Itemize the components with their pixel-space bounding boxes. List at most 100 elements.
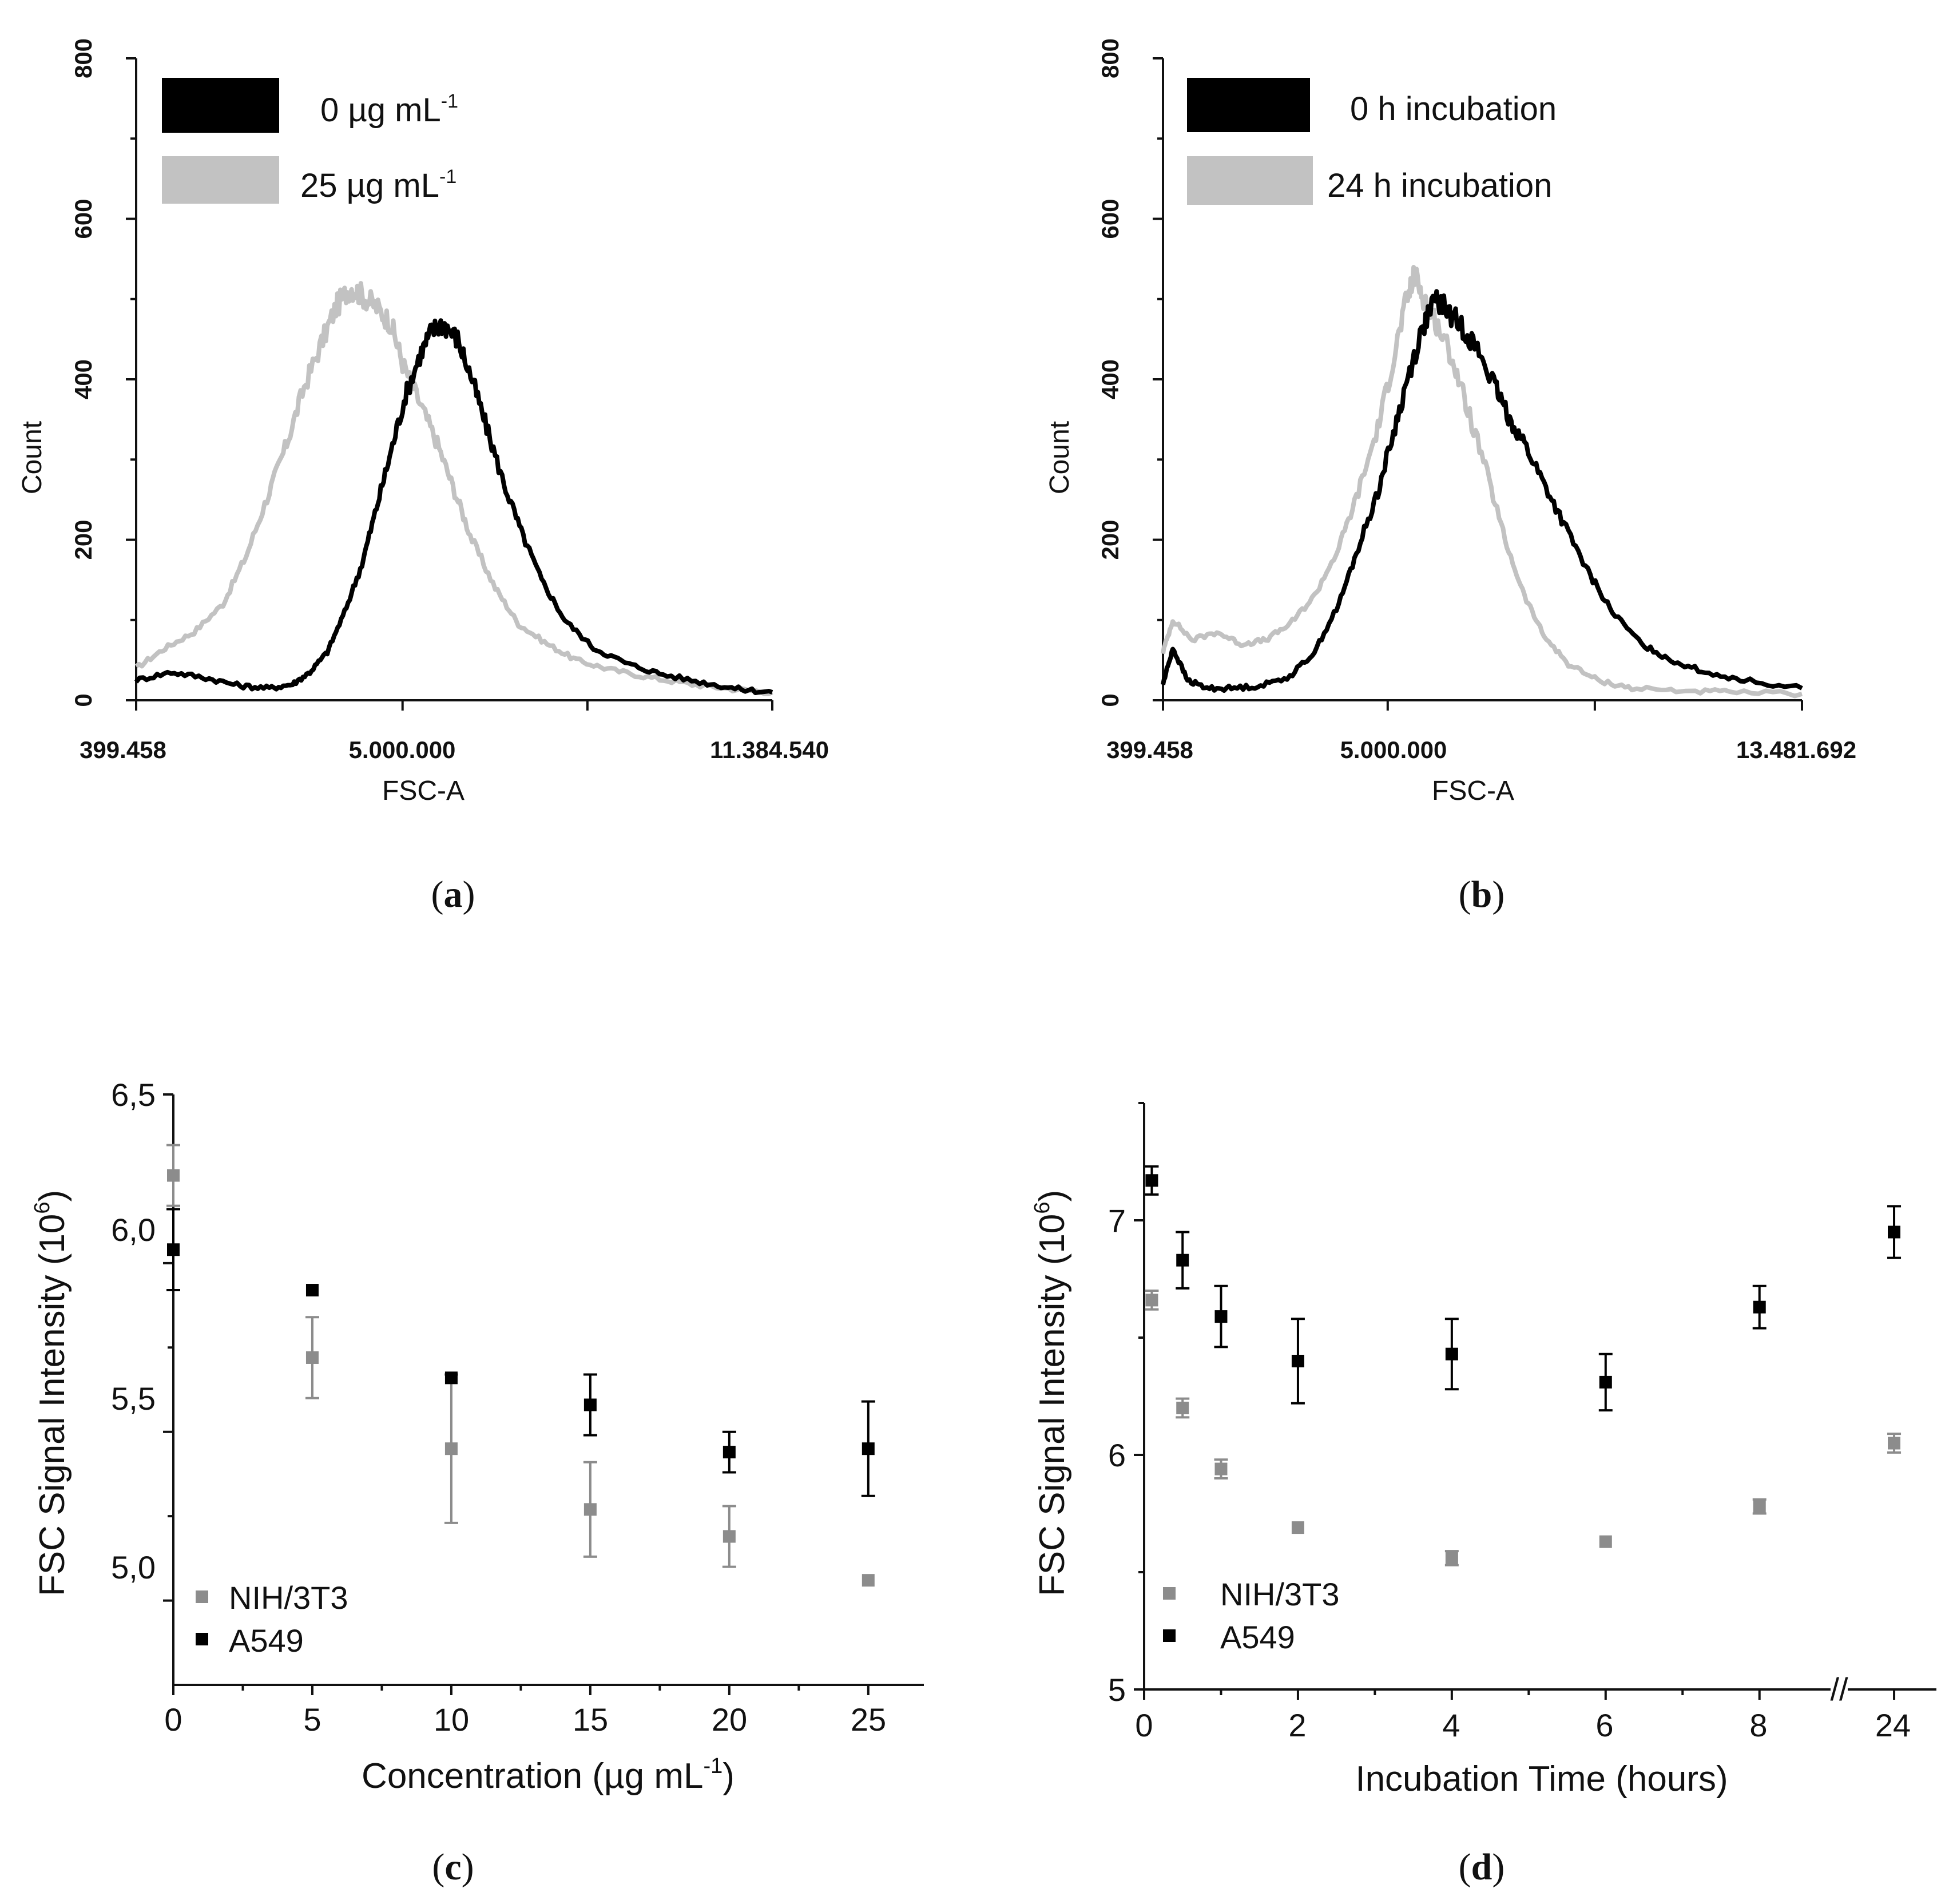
panel-d-scatter: // 5 6 7 0 2 4 6 8 24 Incubation Time (h… <box>1030 1102 1936 1888</box>
panel-b-legend-swatch <box>1187 78 1310 132</box>
panel-a-x-tick-label: 5.000.000 <box>349 736 456 763</box>
panel-a-x-axis-title: FSC-A <box>382 776 465 806</box>
panel-a-legend-swatch <box>162 78 279 133</box>
panel-d-x-tick-label: 6 <box>1595 1707 1613 1743</box>
d-point-a549 <box>1445 1347 1458 1360</box>
panel-b-histogram: 0 200 400 600 800 399.458 5.000.000 13.4… <box>1045 38 1856 915</box>
panel-c-x-axis-title: Concentration (µg mL-1) <box>362 1754 735 1796</box>
panel-a-y-axis-title: Count <box>17 421 47 494</box>
panel-b-y-tick-label: 600 <box>1097 199 1124 239</box>
panel-d-x-tick-label: 0 <box>1135 1707 1153 1743</box>
panel-b-tickmarks <box>1153 57 1803 711</box>
c-point-a549 <box>862 1442 875 1455</box>
d-point-a549 <box>1291 1355 1304 1367</box>
panel-d-x-tick-label: 24 <box>1875 1707 1911 1743</box>
panel-d-y-axis-title: FSC Signal Intensity (106) <box>1030 1190 1072 1596</box>
panel-b-legend: 0 h incubation 24 h incubation <box>1187 78 1557 205</box>
panel-c-x-tick-label: 0 <box>164 1701 182 1738</box>
panel-c-legend-marker <box>196 1633 208 1645</box>
panel-a-legend-label: 25 µg mL-1 <box>300 166 456 204</box>
d-point-nih3t3 <box>1753 1500 1766 1513</box>
panel-b-y-axis-title: Count <box>1045 421 1075 494</box>
c-point-nih3t3 <box>723 1530 736 1543</box>
d-point-nih3t3 <box>1176 1402 1189 1414</box>
c-point-nih3t3 <box>444 1442 458 1455</box>
d-point-a549 <box>1145 1174 1158 1187</box>
panel-c-x-tick-label: 25 <box>851 1701 886 1738</box>
panel-b-legend-swatch <box>1187 156 1313 205</box>
panel-b-y-tick-label: 400 <box>1097 359 1124 399</box>
panel-b-legend-label: 24 h incubation <box>1327 167 1552 204</box>
c-point-a549 <box>444 1371 458 1385</box>
panel-b-y-tick-label: 0 <box>1097 693 1124 707</box>
panel-a-x-tick-label: 399.458 <box>80 736 166 763</box>
c-point-a549 <box>167 1243 180 1256</box>
d-point-nih3t3 <box>1145 1294 1158 1307</box>
d-point-nih3t3 <box>1888 1437 1901 1450</box>
panel-d-legend-label: NIH/3T3 <box>1220 1576 1340 1612</box>
c-point-nih3t3 <box>862 1574 875 1587</box>
panel-d-series <box>1145 1165 1902 1566</box>
panel-c-y-axis-title: FSC Signal Intensity (106) <box>30 1190 72 1596</box>
panel-a-y-tick-label: 400 <box>70 359 97 399</box>
d-point-a549 <box>1599 1375 1612 1389</box>
panel-d-y-tick-labels: 5 6 7 <box>1108 1203 1126 1708</box>
panel-b-y-tick-label: 200 <box>1097 519 1124 560</box>
d-point-a549 <box>1176 1254 1189 1267</box>
panel-c-legend-marker <box>196 1590 208 1603</box>
panel-d-legend-marker <box>1163 1587 1176 1600</box>
panel-a-y-tick-label: 200 <box>70 519 97 560</box>
panel-b-x-tick-label: 13.481.692 <box>1736 736 1856 763</box>
panel-c-legend: NIH/3T3 A549 <box>196 1580 348 1659</box>
panel-d-legend-marker <box>1163 1629 1176 1642</box>
panel-a-y-tick-labels: 0 200 400 600 800 <box>70 38 97 707</box>
panel-c-y-tick-label: 6,0 <box>111 1212 156 1248</box>
d-point-a549 <box>1214 1310 1228 1323</box>
panel-d-label: (d) <box>1459 1846 1505 1888</box>
c-point-a549 <box>305 1284 319 1297</box>
panel-a-y-tick-label: 800 <box>70 38 97 78</box>
panel-c-y-tick-label: 5,5 <box>111 1381 156 1417</box>
panel-d-y-tick-label: 5 <box>1108 1672 1126 1708</box>
d-point-nih3t3 <box>1599 1535 1612 1548</box>
a-series-gray-line <box>134 281 773 696</box>
panel-b-x-tick-labels: 399.458 5.000.000 13.481.692 <box>1106 736 1856 763</box>
a-series-black-line <box>134 318 773 695</box>
panel-d-x-axis-title: Incubation Time (hours) <box>1355 1759 1728 1799</box>
panel-c-x-tick-label: 20 <box>712 1701 747 1738</box>
panel-b-series <box>1161 265 1803 699</box>
panel-d-legend: NIH/3T3 A549 <box>1163 1576 1340 1655</box>
d-point-a549 <box>1888 1225 1901 1239</box>
panel-b-label: (b) <box>1459 874 1505 915</box>
panel-c-legend-label: NIH/3T3 <box>229 1580 348 1616</box>
panel-a-histogram: 0 200 400 600 800 399.458 5.000.000 11.3… <box>17 38 829 915</box>
panel-d-x-tick-label: 4 <box>1442 1707 1460 1743</box>
panel-d-tickmarks <box>1134 1102 1896 1700</box>
panel-c-scatter: 5,0 5,5 6,0 6,5 0 5 10 15 20 25 Concentr… <box>30 1077 924 1888</box>
panel-a-series <box>134 281 773 696</box>
b-series-black-line <box>1161 289 1803 693</box>
panel-a-legend: 0 µg mL-1 25 µg mL-1 <box>162 78 458 204</box>
c-point-nih3t3 <box>583 1503 597 1516</box>
panel-a-x-tick-label: 11.384.540 <box>710 736 829 763</box>
d-point-a549 <box>1753 1300 1766 1314</box>
panel-c-x-tick-label: 5 <box>303 1701 321 1738</box>
panel-a-legend-swatch <box>162 156 279 204</box>
d-point-nih3t3 <box>1445 1552 1458 1565</box>
d-point-nih3t3 <box>1214 1462 1228 1475</box>
panel-c-x-tick-label: 15 <box>573 1701 608 1738</box>
panel-c-y-tick-label: 6,5 <box>111 1077 156 1113</box>
panel-c-series <box>166 1144 875 1587</box>
panel-b-x-tick-label: 399.458 <box>1106 736 1193 763</box>
panel-d-x-tick-labels: 0 2 4 6 8 24 <box>1135 1707 1911 1743</box>
panel-a-x-tick-labels: 399.458 5.000.000 11.384.540 <box>80 736 829 763</box>
b-series-gray-line <box>1161 265 1803 699</box>
panel-d-y-tick-label: 6 <box>1108 1437 1126 1473</box>
panel-a-y-tick-label: 0 <box>70 693 97 707</box>
c-point-nih3t3 <box>305 1351 319 1364</box>
d-point-nih3t3 <box>1291 1521 1304 1534</box>
panel-c-legend-label: A549 <box>229 1623 304 1659</box>
c-point-a549 <box>583 1398 597 1411</box>
panel-c-y-tick-labels: 5,0 5,5 6,0 6,5 <box>111 1077 156 1585</box>
